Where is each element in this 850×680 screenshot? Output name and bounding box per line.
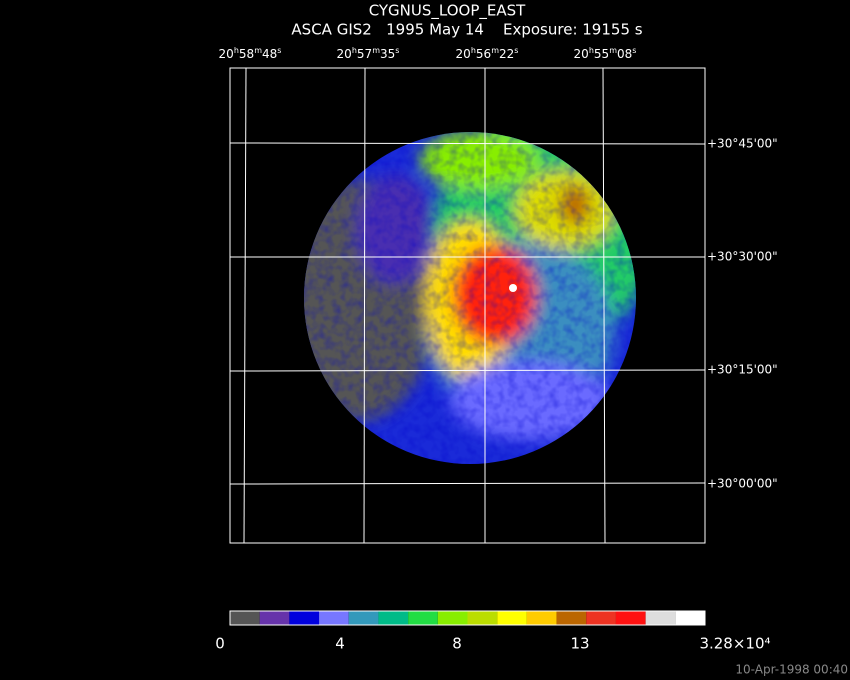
ra-label: 20h57m35s xyxy=(337,46,400,61)
timestamp: 10-Apr-1998 00:40 xyxy=(735,663,848,677)
colorbar-label: 4 xyxy=(335,635,345,653)
ra-label: 20h55m08s xyxy=(574,46,637,61)
dec-label: +30°45'00" xyxy=(707,137,778,151)
colorbar-swatch xyxy=(259,611,290,625)
ra-labels: 20h58m48s 20h57m35s 20h56m22s 20h55m08s xyxy=(219,46,637,61)
dec-label: +30°00'00" xyxy=(707,477,778,491)
colorbar-label: 13 xyxy=(570,635,589,653)
ra-value: 57 xyxy=(357,47,372,61)
colorbar-swatch xyxy=(437,611,468,625)
colorbar-swatch xyxy=(615,611,646,625)
ra-value: 20 xyxy=(456,47,471,61)
colorbar: 0 4 8 13 3.28×10⁴ xyxy=(215,610,771,653)
colorbar-swatch xyxy=(289,611,320,625)
ra-value: 22 xyxy=(499,47,514,61)
dec-label: +30°15'00" xyxy=(707,363,778,377)
colorbar-swatch xyxy=(408,611,438,625)
ra-value: 58 xyxy=(239,47,254,61)
title: CYGNUS_LOOP_EAST xyxy=(369,2,526,21)
ra-value: 35 xyxy=(380,47,395,61)
ra-unit: h xyxy=(471,46,476,55)
colorbar-label: 8 xyxy=(452,635,462,653)
ra-value: 20 xyxy=(219,47,234,61)
xray-image xyxy=(304,132,636,464)
ra-unit: s xyxy=(277,46,281,55)
ra-label: 20h56m22s xyxy=(456,46,519,61)
colorbar-frame xyxy=(229,610,706,626)
ra-value: 48 xyxy=(262,47,277,61)
colorbar-label: 0 xyxy=(215,635,225,653)
colorbar-swatch xyxy=(348,611,379,625)
ra-value: 08 xyxy=(617,47,632,61)
grid-line xyxy=(602,67,606,544)
colorbar-swatch xyxy=(675,611,705,625)
colorbar-swatch xyxy=(467,611,498,625)
colorbar-swatch xyxy=(586,611,616,625)
ra-unit: m xyxy=(372,46,380,55)
coordinate-grid xyxy=(229,67,706,544)
ra-value: 55 xyxy=(594,47,609,61)
frame xyxy=(229,67,706,544)
colorbar-swatch xyxy=(497,611,527,625)
ra-value: 20 xyxy=(574,47,589,61)
colorbar-swatch xyxy=(645,611,676,625)
ra-unit: h xyxy=(352,46,357,55)
colorbar-swatch xyxy=(230,611,260,625)
ra-unit: m xyxy=(254,46,262,55)
subtitle: ASCA GIS2 1995 May 14 Exposure: 19155 s xyxy=(291,21,642,39)
ra-unit: s xyxy=(632,46,636,55)
dec-label: +30°30'00" xyxy=(707,250,778,264)
colorbar-swatch xyxy=(526,611,557,625)
colorbar-swatch xyxy=(556,611,587,625)
ra-unit: m xyxy=(491,46,499,55)
colorbar-label: 3.28×10⁴ xyxy=(699,635,770,653)
grid-line xyxy=(363,67,366,544)
grid-line xyxy=(243,67,247,544)
colorbar-swatch xyxy=(378,611,409,625)
grid-line xyxy=(229,482,706,485)
dec-labels: +30°45'00" +30°30'00" +30°15'00" +30°00'00" xyxy=(707,137,778,491)
ra-unit: s xyxy=(395,46,399,55)
grid-line xyxy=(229,369,706,372)
ra-unit: h xyxy=(234,46,239,55)
ra-value: 20 xyxy=(337,47,352,61)
ra-unit: h xyxy=(589,46,594,55)
ra-unit: m xyxy=(609,46,617,55)
ra-unit: s xyxy=(514,46,518,55)
ra-label: 20h58m48s xyxy=(219,46,282,61)
ra-value: 56 xyxy=(476,47,491,61)
colorbar-swatch xyxy=(319,611,349,625)
grid-line xyxy=(229,142,706,145)
